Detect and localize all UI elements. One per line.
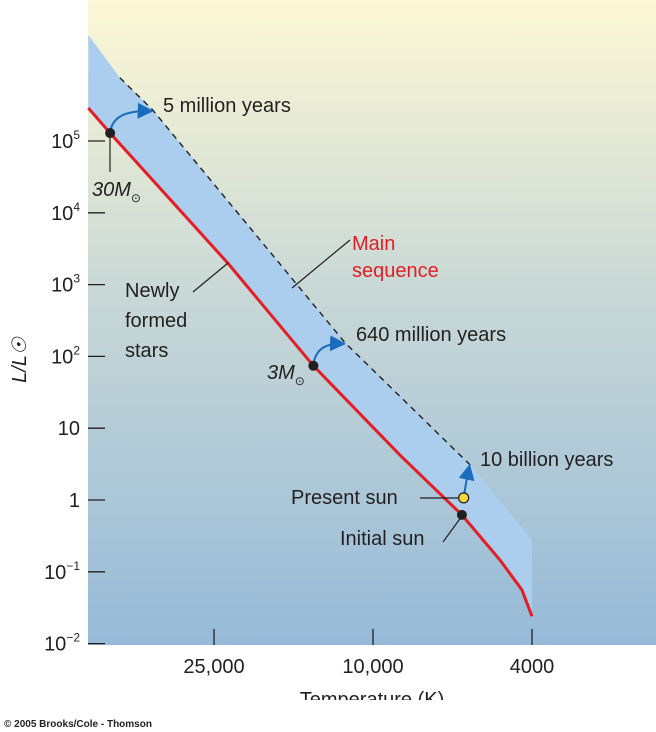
x-axis-title: Temperature (K): [300, 689, 445, 711]
y-tick-label: 102: [51, 343, 80, 368]
x-tick-label: 4000: [510, 656, 555, 678]
y-tick-label: 10−1: [44, 559, 80, 584]
star-point-3m: [308, 360, 319, 371]
label-newly: Newly: [125, 280, 179, 302]
label-initial-sun: Initial sun: [340, 528, 425, 550]
band-upper-edge-dashed: [119, 77, 473, 468]
y-tick-label: 105: [51, 128, 80, 153]
label-stars: stars: [125, 340, 168, 362]
main-sequence-band: [88, 34, 532, 617]
plot-background: [88, 0, 656, 645]
y-tick-label: 1: [69, 490, 80, 512]
y-axis-title: L/L☉: [9, 336, 31, 383]
star-point-initial-sun: [456, 509, 467, 520]
y-tick-label: 10−2: [44, 631, 80, 656]
y-tick-label: 103: [51, 272, 80, 297]
y-tick-label: 10: [58, 418, 80, 440]
leader-main-sequence: [291, 239, 351, 289]
x-tick-label: 25,000: [183, 656, 244, 678]
copyright: © 2005 Brooks/Cole - Thomson: [4, 719, 152, 730]
label-sequence: sequence: [352, 260, 439, 282]
label-5-million-years: 5 million years: [163, 95, 291, 117]
label-30m: 30M⊙: [92, 179, 141, 205]
leader-newly-formed: [192, 262, 229, 293]
star-point-present-sun: [458, 492, 470, 504]
zams-red-line: [87, 107, 534, 617]
leader-initial-sun: [442, 515, 463, 543]
y-tick-label: 104: [51, 200, 80, 225]
label-main: Main: [352, 233, 395, 255]
label-640-million-years: 640 million years: [356, 324, 506, 346]
label-formed: formed: [125, 310, 187, 332]
label-10-billion-years: 10 billion years: [480, 449, 613, 471]
x-tick-label: 10,000: [342, 656, 403, 678]
label-3m: 3M⊙: [267, 362, 305, 388]
label-present-sun: Present sun: [291, 487, 398, 509]
